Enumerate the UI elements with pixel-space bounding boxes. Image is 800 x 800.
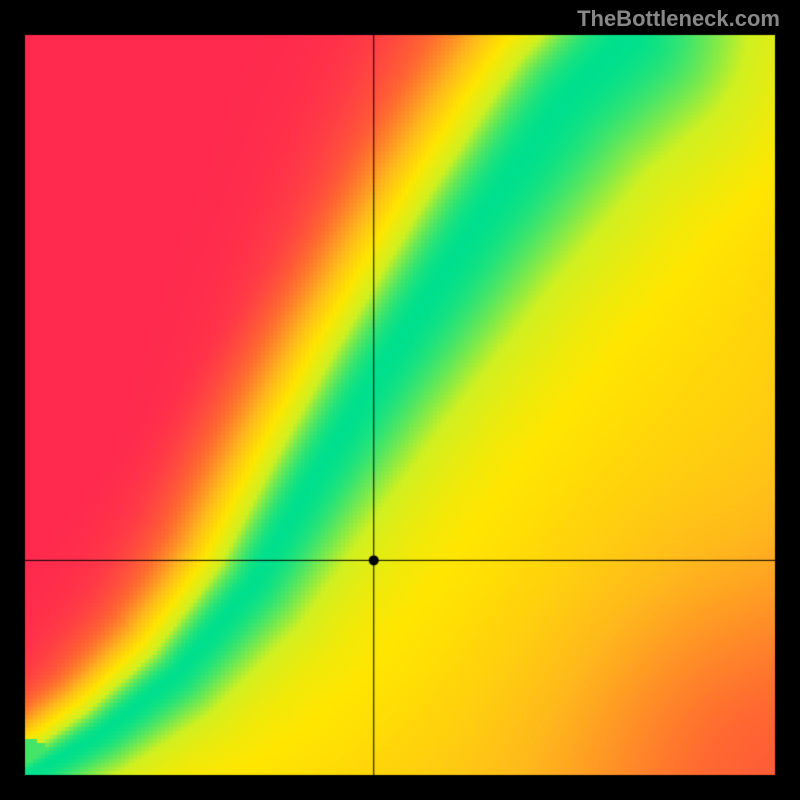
chart-container: TheBottleneck.com [0,0,800,800]
heatmap-canvas [0,0,800,800]
watermark-text: TheBottleneck.com [577,6,780,32]
